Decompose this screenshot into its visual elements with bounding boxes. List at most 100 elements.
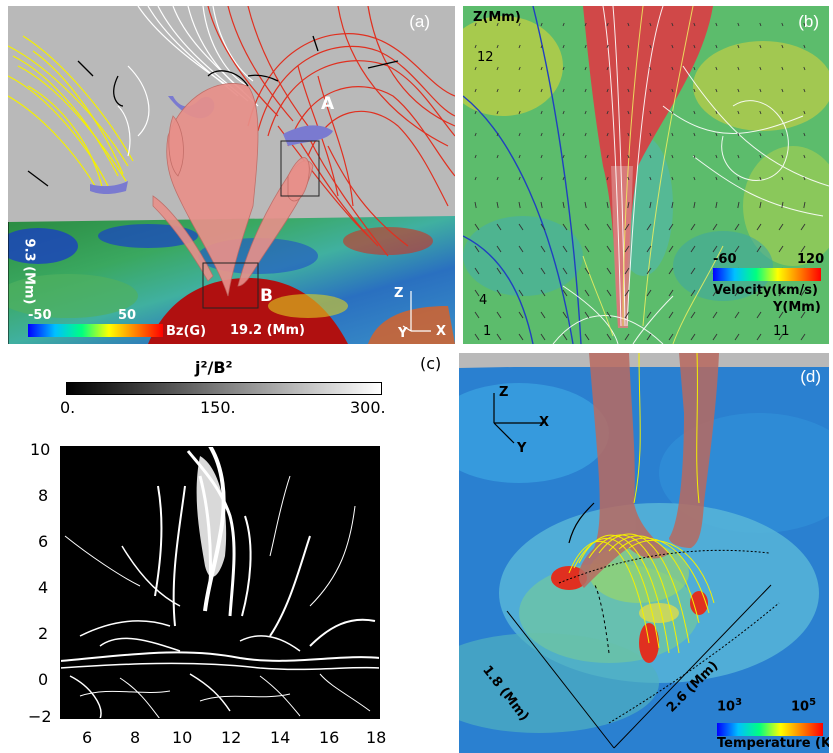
velocity-arrow	[584, 176, 587, 181]
velocity-arrow	[803, 201, 806, 209]
velocity-arrow	[671, 88, 674, 93]
velocity-arrow	[734, 333, 740, 341]
velocity-arrow	[781, 176, 784, 181]
velocity-arrow	[715, 176, 718, 181]
axis-x-label-d: X	[539, 415, 550, 430]
velocity-arrow	[518, 223, 524, 231]
velocity-arrow	[803, 44, 806, 49]
temperature-max-base: 10	[791, 699, 810, 715]
velocity-arrow	[474, 289, 480, 297]
velocity-arrow	[496, 333, 502, 341]
velocity-arrow	[562, 88, 565, 93]
velocity-arrow	[562, 289, 568, 297]
velocity-arrow	[803, 88, 806, 93]
velocity-arrow	[540, 132, 543, 137]
velocity-arrow	[606, 88, 609, 93]
temperature-colorbar-min: 103	[717, 697, 742, 714]
panel-b-label: (b)	[798, 12, 819, 31]
velocity-arrow	[606, 66, 609, 71]
velocity-arrow	[690, 245, 696, 253]
velocity-arrow	[800, 311, 806, 319]
velocity-arrow	[518, 132, 521, 137]
velocity-arrow	[737, 110, 740, 115]
velocity-arrow	[759, 44, 762, 49]
y-tick-0: 0	[38, 670, 49, 689]
velocity-arrow	[649, 201, 652, 209]
velocity-arrow	[474, 44, 477, 49]
velocity-arrow	[540, 333, 546, 341]
velocity-arrow	[693, 66, 696, 71]
panel-b: (b) Z(Mm) 12 4 1 11 Y(Mm) -60 120 Veloci…	[463, 6, 829, 344]
x-tick-8: 8	[130, 728, 141, 747]
velocity-arrow	[562, 44, 565, 49]
velocity-arrow	[781, 66, 784, 71]
velocity-arrow	[496, 66, 499, 71]
velocity-arrow	[584, 201, 587, 209]
velocity-arrow	[562, 267, 568, 275]
velocity-arrow	[584, 132, 587, 137]
velocity-arrow	[606, 44, 609, 49]
axis-z-label: Z	[394, 286, 404, 301]
velocity-arrow	[518, 245, 524, 253]
velocity-arrow	[540, 88, 543, 93]
velocity-arrow	[496, 289, 502, 297]
velocity-arrow	[756, 245, 762, 253]
velocity-arrow	[624, 311, 630, 319]
velocity-arrow	[518, 44, 521, 49]
velocity-arrow	[606, 176, 609, 181]
y-axis-title: Y(Mm)	[773, 300, 821, 315]
velocity-arrow	[803, 132, 806, 137]
velocity-arrow	[734, 223, 740, 231]
velocity-arrow	[518, 201, 521, 209]
velocity-arrow	[584, 311, 590, 319]
velocity-colorbar-min: -60	[713, 252, 737, 267]
velocity-colorbar-unit: Velocity(km/s)	[713, 283, 818, 298]
x-tick-14: 14	[270, 728, 291, 747]
panel-c-label: (c)	[420, 354, 442, 373]
velocity-arrow	[759, 88, 762, 93]
velocity-arrow	[584, 66, 587, 71]
velocity-arrow	[518, 289, 524, 297]
velocity-arrow	[781, 154, 784, 159]
velocity-arrow	[540, 44, 543, 49]
y-tick-2: 2	[38, 624, 49, 643]
velocity-arrow	[562, 245, 568, 253]
velocity-arrow	[540, 289, 546, 297]
velocity-arrow	[649, 132, 652, 137]
velocity-arrow	[671, 110, 674, 115]
velocity-arrow	[540, 22, 543, 27]
velocity-arrow	[803, 66, 806, 71]
velocity-arrow	[584, 289, 590, 297]
velocity-arrow	[474, 132, 477, 137]
velocity-arrow	[690, 223, 696, 231]
velocity-arrow	[584, 223, 590, 231]
velocity-arrow	[540, 201, 543, 209]
y-tick-8: 8	[38, 486, 49, 505]
velocity-arrow	[518, 154, 521, 159]
velocity-arrow	[671, 201, 674, 209]
velocity-arrow	[781, 110, 784, 115]
velocity-arrow	[562, 66, 565, 71]
velocity-colorbar	[713, 268, 821, 281]
velocity-arrow	[781, 22, 784, 27]
velocity-arrow	[712, 289, 718, 297]
velocity-arrow	[606, 267, 612, 275]
panel-d: (d) Z X Y 1.8 (Mm) 2.6 (Mm) 103 105 Temp…	[459, 353, 829, 753]
velocity-arrow	[693, 88, 696, 93]
velocity-arrow	[649, 22, 652, 27]
velocity-arrow	[627, 88, 630, 93]
current-colorbar-tick-1: 150.	[200, 398, 236, 417]
velocity-arrow	[646, 223, 652, 231]
velocity-arrow	[803, 176, 806, 181]
x-tick-12: 12	[221, 728, 242, 747]
y-tick-neg2: −2	[28, 707, 52, 726]
velocity-arrow	[803, 22, 806, 27]
velocity-arrow	[668, 311, 674, 319]
velocity-arrow	[671, 176, 674, 181]
z-tick-mid: 4	[479, 293, 488, 308]
z-axis-title: Z(Mm)	[473, 10, 521, 25]
bz-colorbar-max: 50	[118, 308, 137, 323]
velocity-arrow	[737, 22, 740, 27]
velocity-arrow	[540, 311, 546, 319]
velocity-arrow	[584, 22, 587, 27]
